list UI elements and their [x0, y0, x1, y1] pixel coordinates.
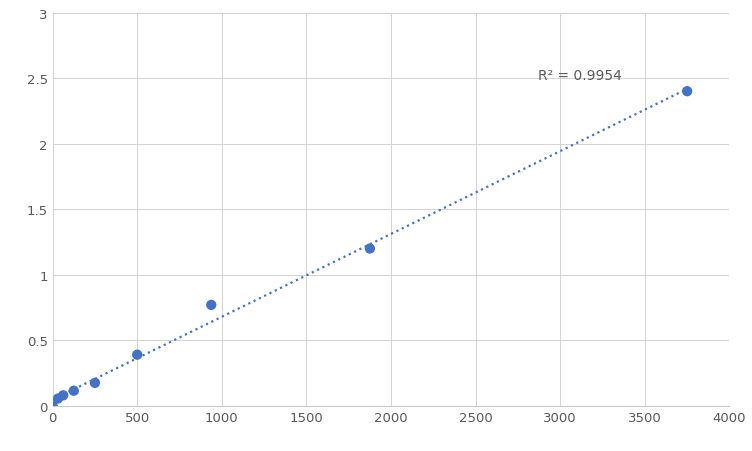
Point [205, 302, 217, 309]
Point [131, 351, 143, 359]
Point [52, 395, 64, 402]
Point [364, 245, 376, 253]
Point [68, 387, 80, 395]
Point [89, 379, 101, 387]
Point [57, 392, 69, 399]
Text: R² = 0.9954: R² = 0.9954 [538, 69, 622, 83]
Point [681, 88, 693, 96]
Point [47, 402, 59, 410]
